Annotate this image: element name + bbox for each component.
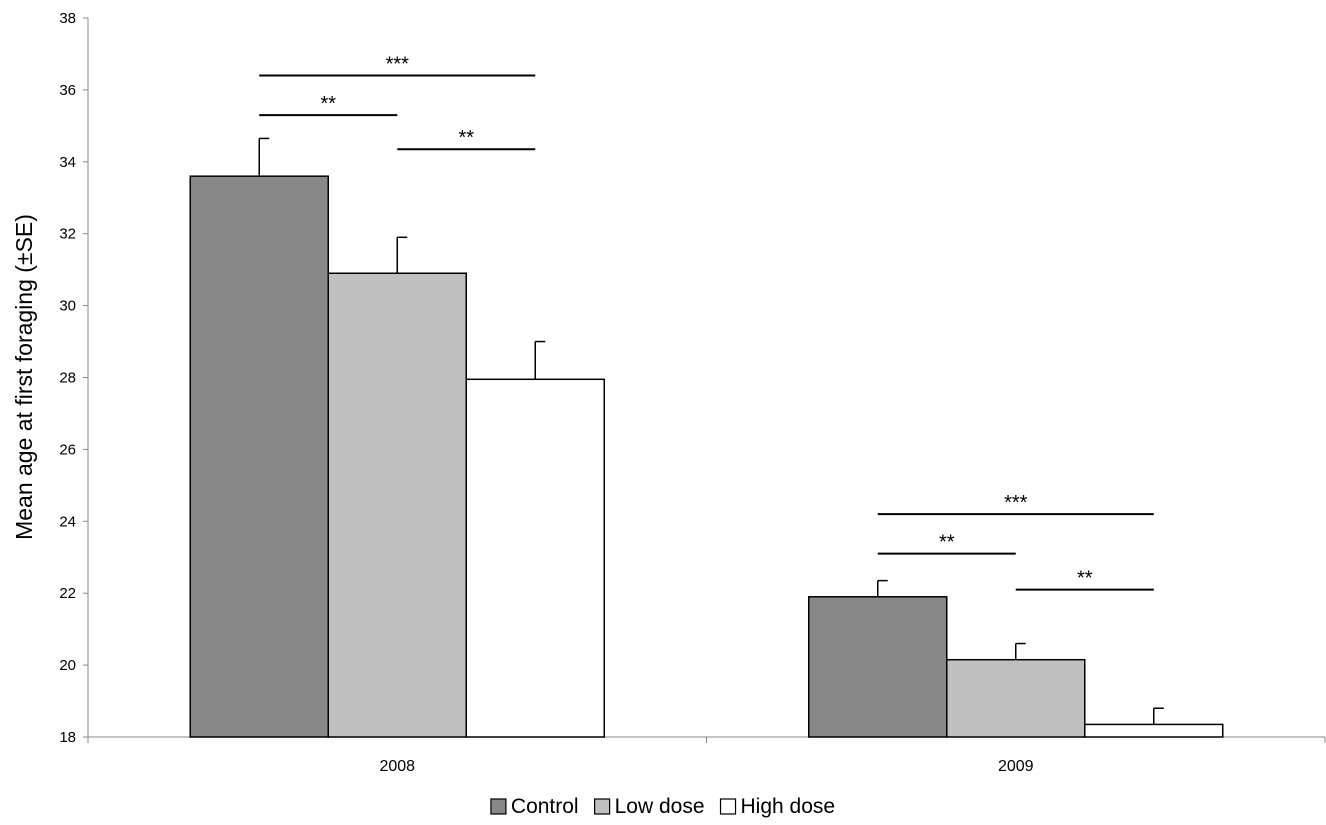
x-tick-label: 2009 bbox=[998, 758, 1034, 775]
y-tick-label: 32 bbox=[59, 226, 76, 243]
significance-label: ** bbox=[939, 532, 955, 554]
y-tick-label: 24 bbox=[59, 513, 76, 530]
y-tick-label: 18 bbox=[59, 729, 76, 746]
legend-label: Low dose bbox=[615, 795, 705, 818]
bar bbox=[1084, 723, 1224, 738]
significance-label: *** bbox=[1004, 492, 1028, 514]
y-tick-label: 36 bbox=[59, 82, 76, 99]
legend: Control Low dose High dose bbox=[490, 795, 836, 818]
y-tick-label: 22 bbox=[59, 585, 76, 602]
legend-label: High dose bbox=[741, 795, 836, 818]
y-tick-label: 30 bbox=[59, 298, 76, 315]
y-tick-label: 38 bbox=[59, 10, 76, 27]
significance-label: ** bbox=[1077, 568, 1093, 590]
significance-label: *** bbox=[386, 54, 410, 76]
legend-label: Control bbox=[511, 795, 579, 818]
y-tick-label: 34 bbox=[59, 154, 76, 171]
legend-swatch bbox=[594, 798, 611, 815]
bars bbox=[189, 137, 1224, 738]
y-tick-label: 20 bbox=[59, 657, 76, 674]
legend-swatch bbox=[490, 798, 507, 815]
y-tick-label: 26 bbox=[59, 441, 76, 458]
bar bbox=[946, 658, 1086, 738]
x-tick-label: 2008 bbox=[379, 758, 415, 775]
significance-label: ** bbox=[320, 93, 336, 115]
y-tick-label: 28 bbox=[59, 370, 76, 387]
significance-label: ** bbox=[458, 127, 474, 149]
y-axis-title: Mean age at first foraging (±SE) bbox=[11, 214, 37, 540]
bar bbox=[189, 175, 329, 738]
bar bbox=[808, 596, 948, 738]
bar bbox=[327, 272, 467, 738]
bar bbox=[465, 378, 605, 738]
legend-swatch bbox=[719, 798, 737, 815]
significance-brackets: ************** bbox=[259, 54, 1154, 591]
